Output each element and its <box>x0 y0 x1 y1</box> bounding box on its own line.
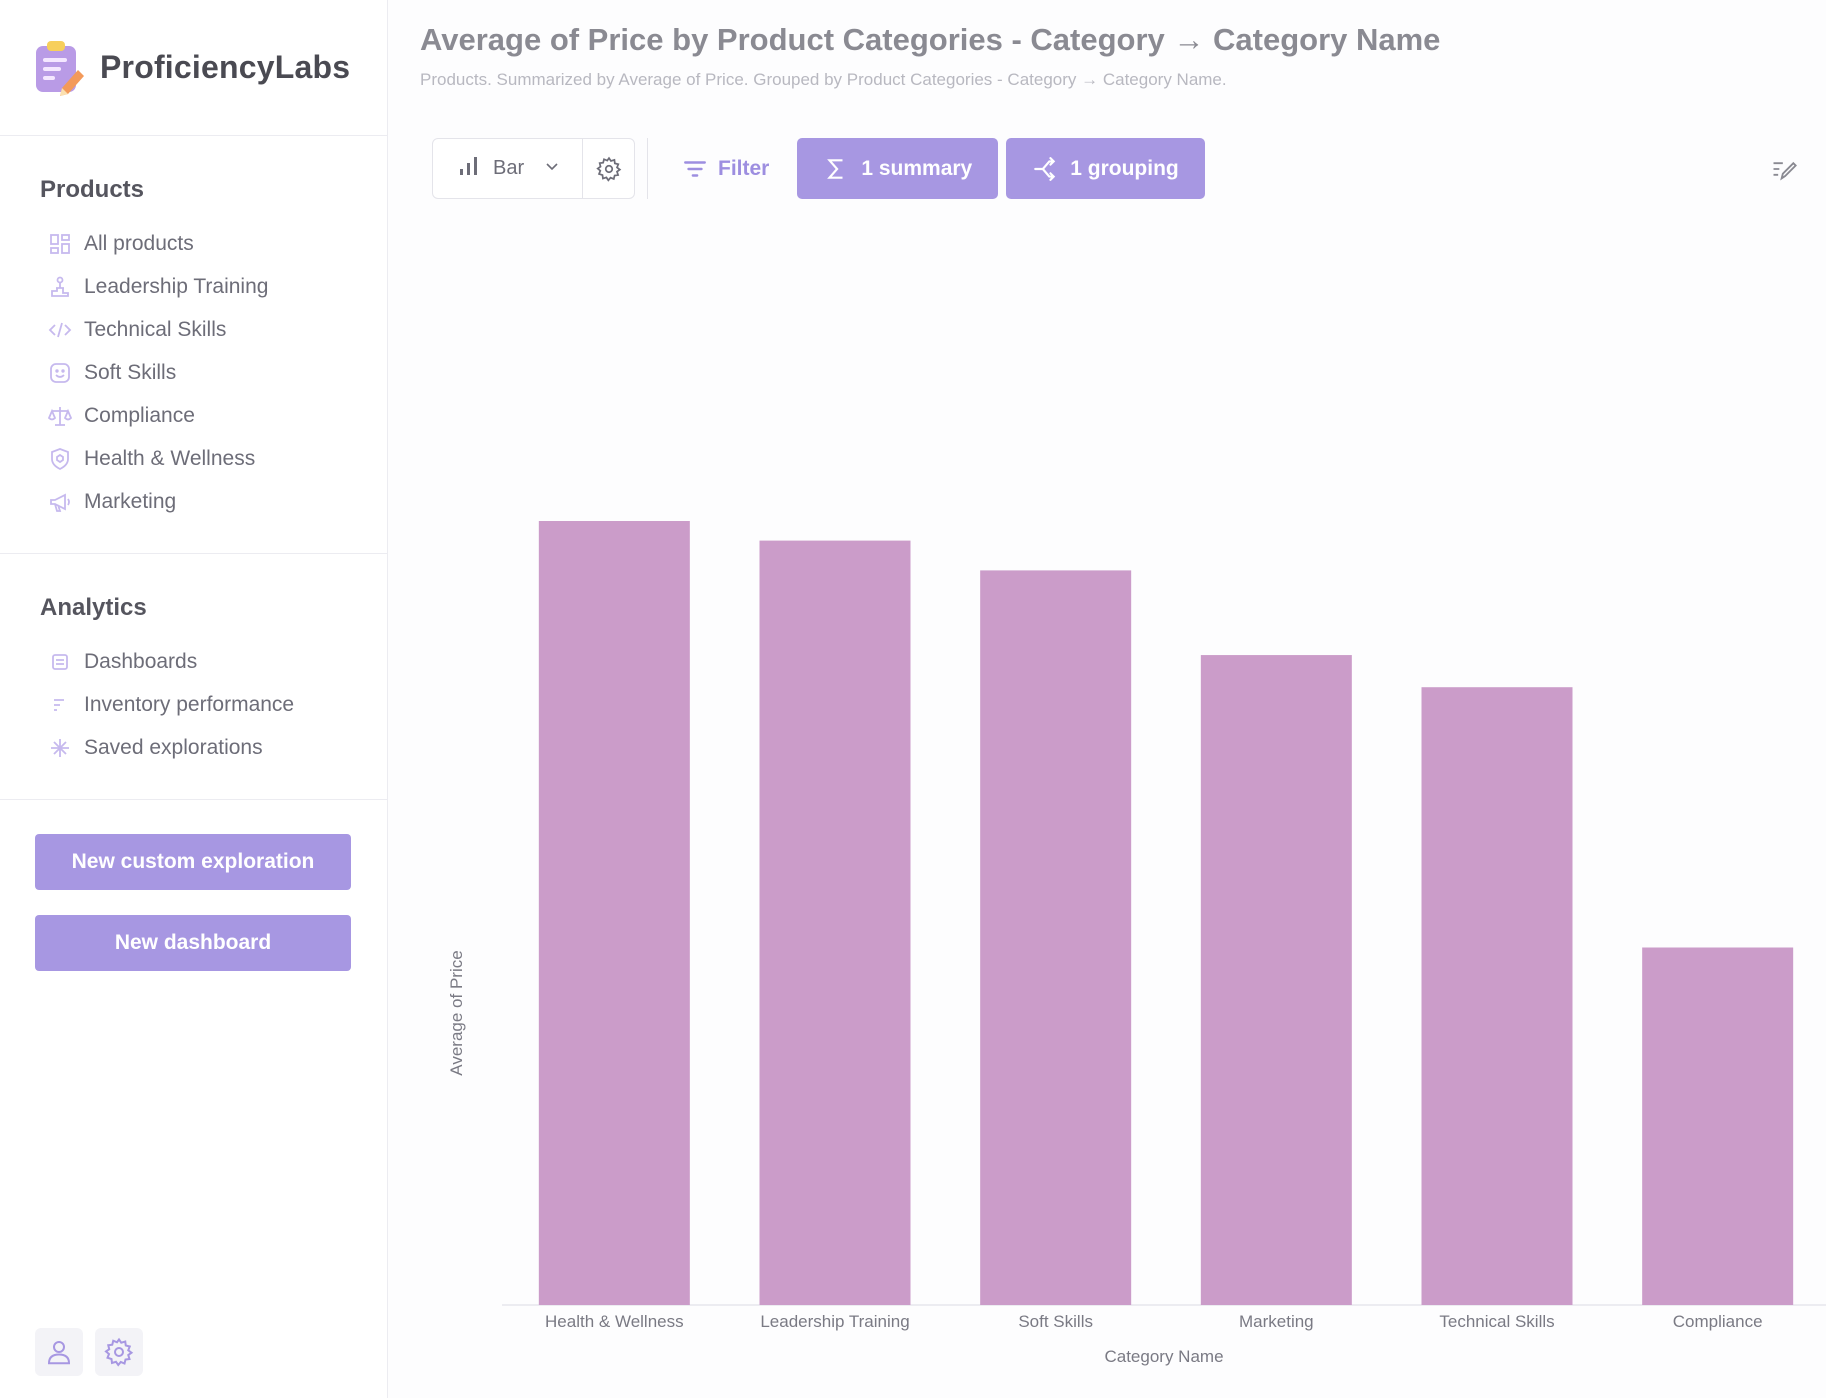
grouping-icon <box>1034 156 1056 181</box>
sigma-icon <box>827 158 843 179</box>
grouping-button[interactable]: 1 grouping <box>1006 138 1205 199</box>
bar[interactable] <box>1200 655 1352 1305</box>
sidebar-item-compliance[interactable]: Compliance <box>40 394 387 437</box>
chart-type-group: Bar <box>432 138 635 199</box>
sidebar-item-health-wellness[interactable]: Health & Wellness <box>40 437 387 480</box>
grid-icon <box>48 232 72 256</box>
chart-type-dropdown[interactable]: Bar <box>433 139 583 198</box>
filter-button[interactable]: Filter <box>662 138 789 199</box>
sidebar-item-all-products[interactable]: All products <box>40 222 387 265</box>
summary-button[interactable]: 1 summary <box>797 138 999 199</box>
smile-icon <box>48 361 72 385</box>
podium-icon <box>48 275 72 299</box>
page-subtitle: Products. Summarized by Average of Price… <box>420 70 1227 89</box>
filter-icon <box>684 160 706 177</box>
brand-name: ProficiencyLabs <box>100 49 351 85</box>
sparkle-icon <box>48 736 72 760</box>
sidebar-item-label: All products <box>84 231 194 255</box>
chart-area: Health & Wellness Leadership Training Soft… <box>389 240 1826 1398</box>
x-tick-label: Health & Wellness <box>545 1312 684 1331</box>
sidebar-footer <box>35 1328 143 1376</box>
new-dashboard-button[interactable]: New dashboard <box>35 915 351 971</box>
sidebar-actions: New custom exploration New dashboard <box>0 800 387 971</box>
x-tick-label: Marketing <box>1239 1312 1314 1331</box>
code-icon <box>48 318 72 342</box>
filter-label: Filter <box>718 156 770 180</box>
sidebar-item-label: Inventory performance <box>84 692 295 716</box>
bar[interactable] <box>1642 947 1794 1305</box>
sidebar-item-label: Dashboards <box>84 649 198 673</box>
x-axis-label: Category Name <box>1104 1347 1223 1366</box>
products-section: Products All products Leadership Trainin… <box>0 136 387 554</box>
chevron-down-icon <box>544 157 560 180</box>
shield-icon <box>48 447 72 471</box>
user-button[interactable] <box>35 1328 83 1376</box>
x-tick-label: Leadership Training <box>760 1312 909 1331</box>
sidebar-item-label: Marketing <box>84 489 177 513</box>
bar-chart: Health & Wellness Leadership Training Soft… <box>447 521 1826 1366</box>
sidebar-item-dashboards[interactable]: Dashboards <box>40 640 387 683</box>
user-icon <box>47 1341 71 1365</box>
sidebar-item-saved-explorations[interactable]: Saved explorations <box>40 726 387 769</box>
bar[interactable] <box>759 540 911 1305</box>
grouping-label: 1 grouping <box>1070 156 1179 180</box>
settings-button[interactable] <box>95 1328 143 1376</box>
analytics-section: Analytics Dashboards Inventory performan… <box>0 554 387 800</box>
bar[interactable] <box>980 570 1132 1305</box>
lines-icon <box>48 693 72 717</box>
y-axis-label: Average of Price <box>447 950 466 1075</box>
chart-settings-button[interactable] <box>583 139 634 198</box>
summary-label: 1 summary <box>861 156 973 180</box>
analytics-section-title: Analytics <box>40 594 147 621</box>
bar[interactable] <box>538 521 690 1305</box>
sidebar-item-label: Compliance <box>84 403 195 427</box>
x-tick-label: Technical Skills <box>1439 1312 1554 1331</box>
main-content: Average of Price by Product Categories -… <box>389 0 1826 1398</box>
gear-icon <box>104 1337 134 1367</box>
megaphone-icon <box>48 490 72 514</box>
x-tick-label: Compliance <box>1673 1312 1763 1331</box>
scale-icon <box>48 404 72 428</box>
sidebar-item-label: Soft Skills <box>84 360 177 384</box>
chart-type-label: Bar <box>493 157 525 179</box>
gear-icon <box>595 156 621 182</box>
sidebar-item-soft-skills[interactable]: Soft Skills <box>40 351 387 394</box>
sidebar-item-marketing[interactable]: Marketing <box>40 480 387 523</box>
sidebar-item-label: Saved explorations <box>84 735 263 759</box>
sidebar-item-technical-skills[interactable]: Technical Skills <box>40 308 387 351</box>
sidebar-item-label: Technical Skills <box>84 317 227 341</box>
chart-toolbar: Bar Filter 1 summary 1 grouping <box>432 138 1205 199</box>
brand[interactable]: ProficiencyLabs <box>0 0 387 136</box>
page-title: Average of Price by Product Categories -… <box>420 22 1441 57</box>
bar-chart-icon <box>457 154 493 184</box>
products-section-title: Products <box>40 176 145 203</box>
new-custom-exploration-button[interactable]: New custom exploration <box>35 834 351 890</box>
edit-notes-icon[interactable] <box>1770 155 1798 183</box>
x-tick-label: Soft Skills <box>1018 1312 1093 1331</box>
sidebar-item-leadership-training[interactable]: Leadership Training <box>40 265 387 308</box>
sidebar-item-inventory-performance[interactable]: Inventory performance <box>40 683 387 726</box>
bar[interactable] <box>1421 687 1573 1305</box>
sidebar: ProficiencyLabs Products All products Le… <box>0 0 388 1398</box>
sidebar-item-label: Health & Wellness <box>84 446 256 470</box>
toolbar-divider <box>647 138 648 199</box>
dashboard-icon <box>48 650 72 674</box>
sidebar-item-label: Leadership Training <box>84 274 269 298</box>
clipboard-logo-icon <box>36 40 84 96</box>
